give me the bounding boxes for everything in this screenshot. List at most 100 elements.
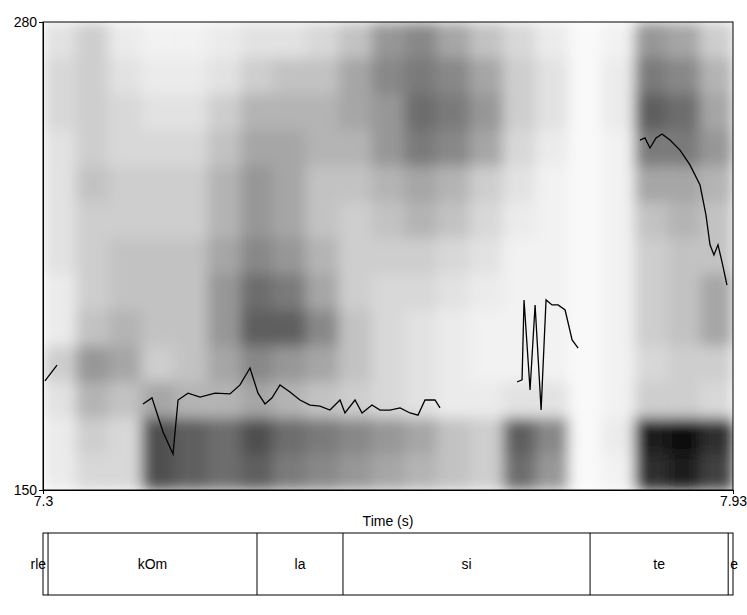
- tier-label: e: [730, 556, 738, 572]
- spectrogram-cell: [470, 58, 503, 95]
- spectrogram-cell: [569, 22, 602, 59]
- spectrogram-cell: [109, 454, 142, 490]
- tier-boundary: [590, 533, 591, 595]
- spectrogram-cell: [109, 202, 142, 239]
- axis-line: [44, 491, 734, 495]
- spectrogram-cell: [503, 166, 536, 203]
- axis-line: [39, 23, 44, 491]
- spectrogram-cell: [700, 58, 733, 95]
- spectrogram-cell: [142, 310, 175, 347]
- spectrogram-cell: [470, 274, 503, 311]
- tick-label: 7.3: [34, 493, 54, 509]
- tick: 280: [14, 14, 43, 30]
- spectrogram-cell: [470, 22, 503, 59]
- spectrogram-cell: [109, 130, 142, 167]
- spectrogram-cell: [700, 94, 733, 131]
- spectrogram-cell: [569, 94, 602, 131]
- spectrogram-cell: [306, 94, 339, 131]
- spectrogram-cell: [536, 22, 569, 59]
- spectrogram-cell: [667, 130, 700, 167]
- spectrogram-cell: [273, 58, 306, 95]
- spectrogram-cell: [207, 58, 240, 95]
- spectrogram-cell: [142, 130, 175, 167]
- spectrogram-cell: [207, 454, 240, 490]
- spectrogram-cell: [240, 454, 273, 490]
- spectrogram-cell: [43, 418, 76, 455]
- spectrogram-cell: [174, 166, 207, 203]
- spectrogram-cell: [43, 202, 76, 239]
- spectrogram-cell: [273, 418, 306, 455]
- tick-label: 280: [14, 14, 38, 30]
- spectrogram-cell: [503, 310, 536, 347]
- spectrogram-cell: [240, 130, 273, 167]
- spectrogram-cell: [503, 382, 536, 419]
- spectrogram-cell: [667, 238, 700, 275]
- spectrogram-cell: [76, 130, 109, 167]
- spectrogram-cell: [339, 166, 372, 203]
- spectrogram-cell: [174, 94, 207, 131]
- spectrogram-cell: [240, 238, 273, 275]
- y-axis: 150280: [14, 14, 44, 498]
- spectrogram-cell: [240, 22, 273, 59]
- spectrogram-cell: [142, 346, 175, 383]
- spectrogram-cell: [174, 130, 207, 167]
- spectrogram-cell: [207, 94, 240, 131]
- spectrogram-cell: [503, 202, 536, 239]
- spectrogram-cell: [207, 346, 240, 383]
- spectrogram-cell: [569, 238, 602, 275]
- spectrogram-cell: [404, 166, 437, 203]
- spectrogram-cell: [43, 94, 76, 131]
- spectrogram-cell: [372, 94, 405, 131]
- spectrogram-cell: [569, 166, 602, 203]
- spectrogram-cell: [602, 58, 635, 95]
- spectrogram-cell: [174, 454, 207, 490]
- spectrogram-cell: [76, 310, 109, 347]
- spectrogram-cell: [76, 22, 109, 59]
- spectrogram-cell: [667, 58, 700, 95]
- spectrogram-cell: [142, 418, 175, 455]
- spectrogram-cell: [634, 310, 667, 347]
- spectrogram-cell: [602, 22, 635, 59]
- spectrogram-cell: [404, 22, 437, 59]
- spectrogram-cell: [240, 202, 273, 239]
- spectrogram-cell: [76, 454, 109, 490]
- spectrogram-cell: [273, 238, 306, 275]
- spectrogram-cell: [174, 22, 207, 59]
- spectrogram-cell: [470, 310, 503, 347]
- spectrogram-cell: [76, 382, 109, 419]
- spectrogram-cell: [273, 274, 306, 311]
- spectrogram-cell: [602, 346, 635, 383]
- spectrogram-cell: [174, 382, 207, 419]
- spectrogram-cell: [76, 274, 109, 311]
- spectrogram-cell: [76, 94, 109, 131]
- spectrogram-cell: [503, 454, 536, 490]
- spectrogram-cell: [273, 22, 306, 59]
- spectrogram-cell: [207, 130, 240, 167]
- spectrogram-cell: [536, 418, 569, 455]
- spectrogram-cell: [536, 58, 569, 95]
- spectrogram-cell: [700, 166, 733, 203]
- spectrogram-cell: [306, 310, 339, 347]
- spectrogram-cell: [240, 418, 273, 455]
- spectrogram-cell: [372, 130, 405, 167]
- spectrogram-cell: [43, 454, 76, 490]
- spectrogram-cell: [470, 454, 503, 490]
- spectrogram-cell: [437, 382, 470, 419]
- spectrogram-cell: [437, 58, 470, 95]
- spectrogram-cell: [372, 238, 405, 275]
- tier-boundary: [48, 533, 49, 595]
- spectrogram-cell: [142, 274, 175, 311]
- spectrogram-cell: [109, 22, 142, 59]
- spectrogram-cell: [569, 58, 602, 95]
- spectrogram-cell: [700, 310, 733, 347]
- spectrogram-cell: [372, 22, 405, 59]
- spectrogram-cell: [536, 346, 569, 383]
- spectrogram-cell: [700, 274, 733, 311]
- spectrogram-cell: [602, 418, 635, 455]
- spectrogram-cell: [273, 166, 306, 203]
- x-axis: 7.37.93: [34, 490, 747, 509]
- pitch-line: [45, 134, 727, 454]
- spectrogram-cell: [700, 238, 733, 275]
- spectrogram-cell: [76, 346, 109, 383]
- spectrogram-cell: [700, 130, 733, 167]
